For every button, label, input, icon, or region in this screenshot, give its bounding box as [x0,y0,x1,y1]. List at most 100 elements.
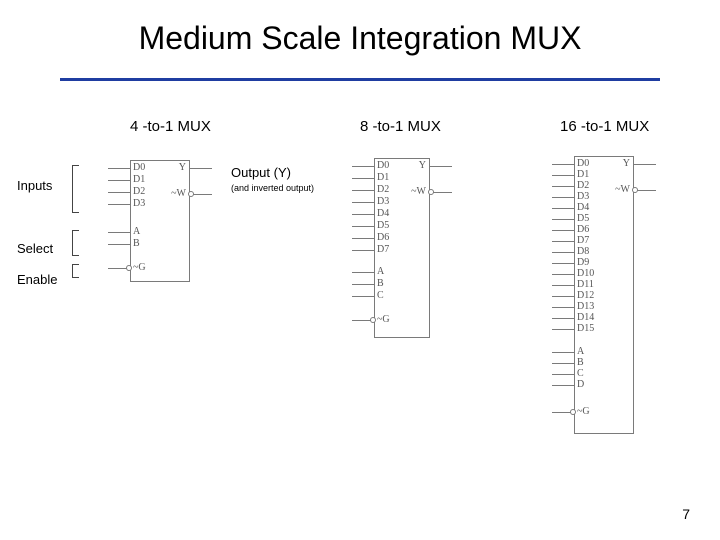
mux16-lead-left [552,230,574,231]
mux16-pin-D13: D13 [577,302,594,312]
mux8-pin-Y: Y [406,161,426,171]
mux16-bubble [570,409,576,415]
mux4-pin-D3: D3 [133,199,145,209]
header-mux8: 8 -to-1 MUX [360,118,441,135]
mux16-lead-left [552,318,574,319]
mux16-lead-left [552,374,574,375]
mux16-pin-D7: D7 [577,236,589,246]
mux8-pin-not-G: ~G [377,315,390,325]
mux4-pin-D1: D1 [133,175,145,185]
mux16-pin-Y: Y [610,159,630,169]
mux8-pin-D3: D3 [377,197,389,207]
mux8-lead-left [352,190,374,191]
brace-enable [72,264,78,278]
mux8-pin-C: C [377,291,384,301]
label-inputs: Inputs [17,178,52,193]
mux8-lead-left [352,178,374,179]
label-enable: Enable [17,272,57,287]
mux8-pin-A: A [377,267,384,277]
mux4-pin-D2: D2 [133,187,145,197]
mux16-pin-B: B [577,358,584,368]
title-rule [60,78,660,81]
mux16-bubble [632,187,638,193]
mux8-lead-left [352,238,374,239]
mux4-lead-right [190,168,212,169]
mux16-pin-D: D [577,380,584,390]
mux16-pin-D9: D9 [577,258,589,268]
mux4-pin-A: A [133,227,140,237]
mux16-lead-left [552,252,574,253]
mux4-pin-D0: D0 [133,163,145,173]
mux16-pin-D8: D8 [577,247,589,257]
mux8-pin-D4: D4 [377,209,389,219]
mux16-lead-right [634,164,656,165]
mux16-pin-D3: D3 [577,192,589,202]
mux16-lead-left [552,164,574,165]
mux16-pin-D0: D0 [577,159,589,169]
mux16-lead-left [552,208,574,209]
mux4-lead-left [108,232,130,233]
mux16-pin-D6: D6 [577,225,589,235]
mux4-pin-Y: Y [166,163,186,173]
label-select: Select [17,241,53,256]
mux4-bubble [126,265,132,271]
mux8-bubble [428,189,434,195]
mux8-lead-left [352,250,374,251]
page-number: 7 [682,506,690,522]
mux8-bubble [370,317,376,323]
mux16-lead-left [552,219,574,220]
mux16-pin-D10: D10 [577,269,594,279]
label-output: Output (Y) [231,165,291,180]
label-output-sub: (and inverted output) [231,183,314,193]
mux8-pin-D1: D1 [377,173,389,183]
header-mux16: 16 -to-1 MUX [560,118,649,135]
brace-select [72,230,78,256]
mux8-lead-left [352,214,374,215]
mux16-lead-left [552,329,574,330]
mux4-pin-not-G: ~G [133,263,146,273]
mux16-lead-left [552,296,574,297]
mux16-pin-D4: D4 [577,203,589,213]
brace-inputs [72,165,78,213]
mux8-lead-left [352,284,374,285]
mux16-pin-D15: D15 [577,324,594,334]
mux4-lead-left [108,168,130,169]
mux16-pin-D1: D1 [577,170,589,180]
mux16-lead-left [552,352,574,353]
mux8-pin-D0: D0 [377,161,389,171]
mux4-lead-left [108,204,130,205]
mux4-bubble [188,191,194,197]
mux8-pin-D7: D7 [377,245,389,255]
mux8-lead-right [430,166,452,167]
mux16-pin-D14: D14 [577,313,594,323]
mux8-lead-left [352,296,374,297]
mux4-lead-left [108,244,130,245]
mux16-lead-left [552,385,574,386]
mux8-lead-left [352,202,374,203]
mux8-lead-left [352,272,374,273]
mux16-lead-left [552,186,574,187]
mux8-lead-left [352,166,374,167]
mux8-pin-D5: D5 [377,221,389,231]
mux8-pin-not-W: ~W [406,187,426,197]
mux16-lead-left [552,197,574,198]
mux16-pin-not-W: ~W [610,185,630,195]
mux16-pin-D2: D2 [577,181,589,191]
mux16-lead-left [552,307,574,308]
mux16-lead-left [552,263,574,264]
mux16-pin-D12: D12 [577,291,594,301]
mux16-lead-left [552,285,574,286]
mux8-pin-D6: D6 [377,233,389,243]
page-title: Medium Scale Integration MUX [0,20,720,57]
mux16-lead-left [552,241,574,242]
mux4-pin-not-W: ~W [166,189,186,199]
mux4-lead-left [108,180,130,181]
mux4-lead-left [108,192,130,193]
mux16-pin-D5: D5 [577,214,589,224]
mux16-lead-left [552,274,574,275]
header-mux4: 4 -to-1 MUX [130,118,211,135]
mux16-pin-not-G: ~G [577,407,590,417]
mux8-pin-B: B [377,279,384,289]
mux16-pin-D11: D11 [577,280,594,290]
mux16-pin-C: C [577,369,584,379]
